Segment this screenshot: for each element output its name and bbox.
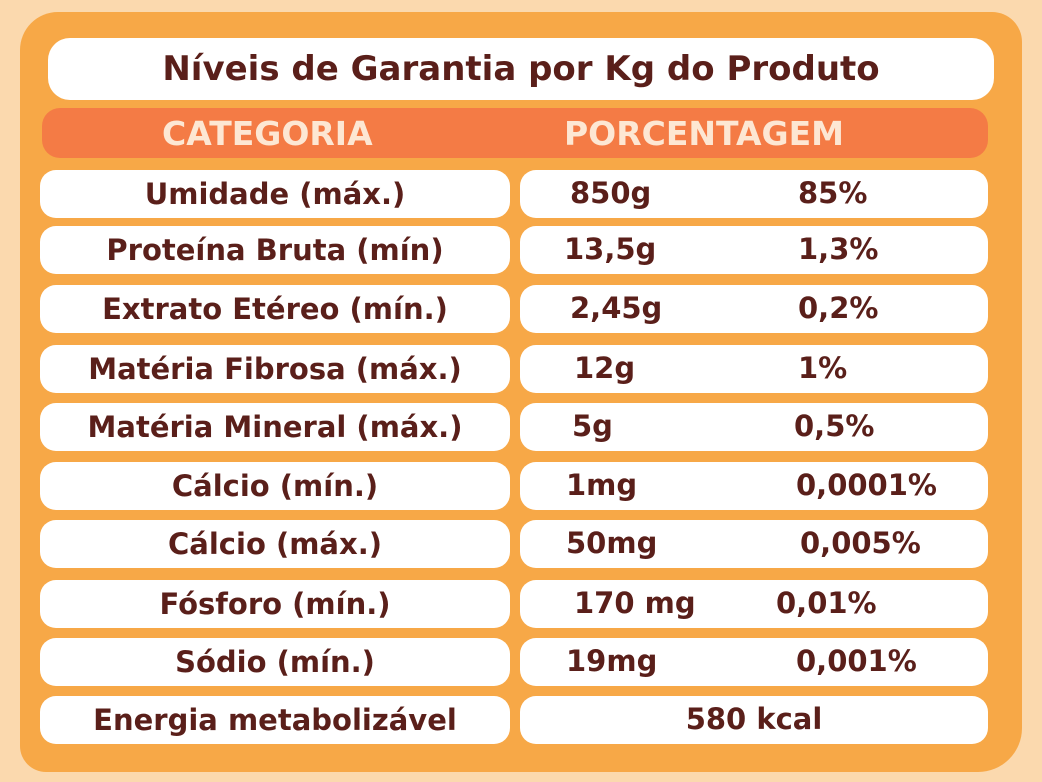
table-row: Matéria Fibrosa (máx.) 12g 1% [0, 345, 1042, 393]
page-title: Níveis de Garantia por Kg do Produto [48, 38, 994, 100]
value-cell: 50mg 0,005% [520, 520, 988, 568]
table-row: Energia metabolizável 580 kcal [0, 696, 1042, 744]
category-cell: Matéria Fibrosa (máx.) [40, 345, 510, 393]
category-cell: Energia metabolizável [40, 696, 510, 744]
category-cell: Cálcio (mín.) [40, 462, 510, 510]
category-cell: Cálcio (máx.) [40, 520, 510, 568]
percent: 0,5% [794, 409, 875, 443]
amount: 2,45g [570, 291, 663, 325]
category-cell: Sódio (mín.) [40, 638, 510, 686]
table-header: CATEGORIA PORCENTAGEM [42, 108, 988, 158]
percent: 0,0001% [796, 468, 937, 502]
amount: 13,5g [564, 232, 657, 266]
category-cell: Umidade (máx.) [40, 170, 510, 218]
value-cell: 1mg 0,0001% [520, 462, 988, 510]
percent: 0,01% [776, 586, 877, 620]
category-cell: Fósforo (mín.) [40, 580, 510, 628]
table-row: Sódio (mín.) 19mg 0,001% [0, 638, 1042, 686]
table-row: Matéria Mineral (máx.) 5g 0,5% [0, 403, 1042, 451]
header-category: CATEGORIA [162, 114, 373, 153]
percent: 0,2% [798, 291, 879, 325]
category-cell: Extrato Etéreo (mín.) [40, 285, 510, 333]
value-cell: 850g 85% [520, 170, 988, 218]
amount: 5g [572, 409, 613, 443]
value-cell: 12g 1% [520, 345, 988, 393]
amount: 850g [570, 176, 652, 210]
energy-value: 580 kcal [685, 702, 823, 736]
header-percentage: PORCENTAGEM [564, 114, 844, 153]
amount: 19mg [566, 644, 658, 678]
table-row: Umidade (máx.) 850g 85% [0, 170, 1042, 218]
amount: 50mg [566, 526, 658, 560]
category-cell: Matéria Mineral (máx.) [40, 403, 510, 451]
value-cell: 13,5g 1,3% [520, 226, 988, 274]
value-cell: 170 mg 0,01% [520, 580, 988, 628]
percent: 0,005% [800, 526, 921, 560]
percent: 0,001% [796, 644, 917, 678]
category-cell: Proteína Bruta (mín) [40, 226, 510, 274]
percent: 85% [798, 176, 868, 210]
amount: 12g [574, 351, 636, 385]
value-cell: 2,45g 0,2% [520, 285, 988, 333]
table-row: Cálcio (máx.) 50mg 0,005% [0, 520, 1042, 568]
table-row: Cálcio (mín.) 1mg 0,0001% [0, 462, 1042, 510]
amount: 1mg [566, 468, 638, 502]
percent: 1% [798, 351, 848, 385]
value-cell: 5g 0,5% [520, 403, 988, 451]
percent: 1,3% [798, 232, 879, 266]
value-cell: 580 kcal [520, 696, 988, 744]
amount: 170 mg [574, 586, 696, 620]
table-row: Proteína Bruta (mín) 13,5g 1,3% [0, 226, 1042, 274]
table-row: Extrato Etéreo (mín.) 2,45g 0,2% [0, 285, 1042, 333]
value-cell: 19mg 0,001% [520, 638, 988, 686]
table-row: Fósforo (mín.) 170 mg 0,01% [0, 580, 1042, 628]
